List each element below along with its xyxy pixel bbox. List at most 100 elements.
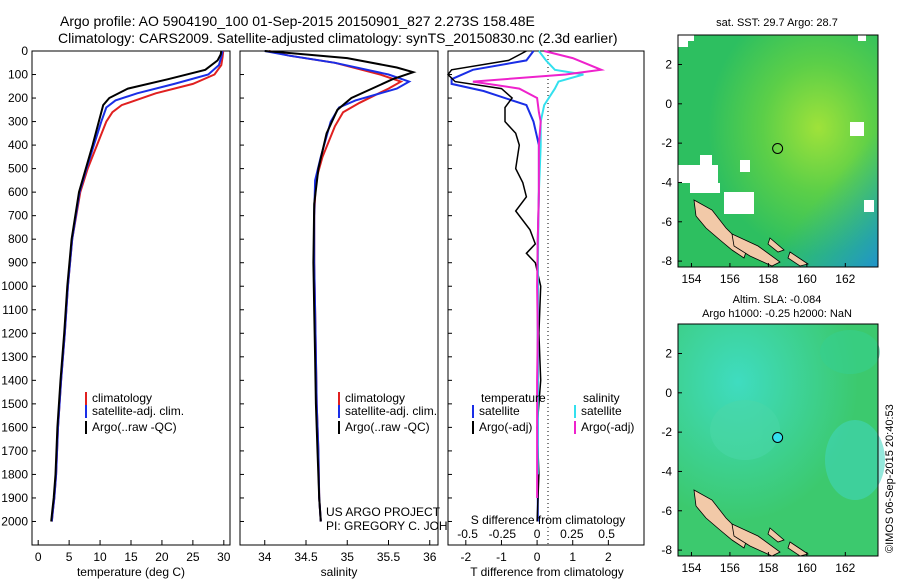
figure-title-line2: Climatology: CARS2009. Satellite-adjuste…: [58, 30, 618, 46]
map-x-tick-label: 158: [758, 561, 778, 575]
sst-cloud-gaps: [678, 35, 874, 214]
y-tick-label: 1400: [1, 373, 28, 387]
x-tick-label: -1: [496, 550, 507, 564]
sst-map-panel: sat. SST: 29.7 Argo: 28.7 154 156 158 160 16…: [661, 17, 879, 286]
difference-plot-frame: [447, 50, 645, 546]
x-tick-label: 1: [569, 550, 576, 564]
map-x-tick-label: 162: [835, 272, 855, 286]
map-y-tick-label: -2: [661, 425, 672, 439]
map-x-tick-label: 154: [681, 272, 701, 286]
map-y-tick-label: -2: [661, 136, 672, 150]
s-tick-label: -0.25: [489, 527, 517, 541]
s-tick-label: -0.5: [457, 527, 478, 541]
y-tick-label: 1200: [1, 326, 28, 340]
sst-land: [693, 199, 809, 267]
sla-map-subtitle: Argo h1000: -0.25 h2000: NaN: [702, 308, 852, 320]
legend-label-climatology: climatology: [92, 391, 152, 405]
map-y-tick-label: -4: [661, 175, 672, 189]
x-tick-label: 10: [93, 550, 107, 564]
x-tick-label: 2: [605, 550, 612, 564]
x-tick-label: -2: [460, 550, 471, 564]
legend-label-satellite: satellite-adj. clim.: [92, 404, 184, 418]
y-tick-label: 1100: [2, 303, 28, 317]
s-difference-label: S difference from climatology: [471, 513, 626, 527]
x-tick-label: 30: [217, 550, 231, 564]
legend-label-t-satellite: satellite: [479, 404, 520, 418]
x-tick-label: 35: [341, 550, 355, 564]
y-tick-label: 500: [8, 162, 28, 176]
sla-map-title: Altim. SLA: -0.084: [733, 294, 822, 306]
map-y-tick-label: -6: [661, 504, 672, 518]
y-tick-label: 200: [8, 91, 28, 105]
map-x-tick-label: 160: [797, 272, 817, 286]
y-tick-label: 1700: [1, 444, 28, 458]
s-tick-label: 0.25: [560, 527, 584, 541]
s-tick-label: 0.5: [598, 527, 615, 541]
series-line-argo-raw-qc-: [50, 50, 223, 522]
t-difference-label: T difference from climatology: [470, 565, 624, 579]
y-tick-label: 1500: [1, 397, 28, 411]
legend-heading-temperature: temperature: [481, 391, 546, 405]
legend-label-satellite: satellite-adj. clim.: [345, 404, 437, 418]
x-tick-label: 35.5: [377, 550, 401, 564]
map-x-tick-label: 162: [835, 561, 855, 575]
x-tick-label: 25: [186, 550, 200, 564]
map-x-tick-label: 156: [720, 272, 740, 286]
sla-map-panel: Altim. SLA: -0.084 Argo h1000: -0.25 h20…: [661, 294, 885, 575]
legend-label-argo: Argo(..raw -QC): [345, 420, 430, 434]
x-tick-label: 36: [423, 550, 437, 564]
sla-argo-marker: [772, 432, 784, 444]
series-line-temperature-argo-adj-: [447, 50, 542, 522]
project-annotation: US ARGO PROJECT: [326, 505, 441, 519]
salinity-plot-frame: [239, 50, 439, 546]
y-tick-label: 2000: [1, 514, 28, 528]
map-y-tick-label: -8: [661, 543, 672, 557]
map-y-tick-label: 0: [665, 97, 672, 111]
temperature-legend: climatology satellite-adj. clim. Argo(..…: [85, 391, 184, 434]
salinity-panel: 34 34.5 35 35.5 36 salinity climatology sate…: [239, 50, 482, 579]
x-tick-label: 20: [155, 550, 169, 564]
y-tick-label: 1800: [1, 467, 28, 481]
map-y-tick-label: -4: [661, 464, 672, 478]
map-y-tick-label: 2: [665, 346, 672, 360]
temperature-plot-frame: [31, 50, 231, 546]
pi-annotation: PI: GREGORY C. JOHNSON: [326, 519, 482, 533]
legend-label-s-satellite: satellite: [581, 404, 622, 418]
difference-panel: -2 -1 0 1 2 -0.5 -0.25 0 0.25 0.5 S difference fr…: [447, 50, 645, 579]
legend-label-argo: Argo(..raw -QC): [92, 420, 177, 434]
y-tick-label: 1300: [1, 350, 28, 364]
map-y-tick-label: 2: [665, 57, 672, 71]
s-tick-label: 0: [534, 527, 541, 541]
series-line-salinity-argo-adj-: [472, 50, 606, 498]
salinity-legend: climatology satellite-adj. clim. Argo(..…: [338, 391, 437, 434]
figure-title-line1: Argo profile: AO 5904190_100 01-Sep-2015…: [60, 13, 535, 29]
sst-argo-marker: [772, 143, 784, 155]
y-tick-label: 600: [8, 185, 28, 199]
x-tick-label: 15: [124, 550, 138, 564]
x-tick-label: 34.5: [294, 550, 318, 564]
temperature-axis-label: temperature (deg C): [77, 565, 185, 579]
y-tick-label: 1900: [1, 491, 28, 505]
imos-stamp: ©IMOS 06-Sep-2015 20:40:53: [884, 404, 896, 553]
y-tick-label: 1000: [1, 279, 28, 293]
legend-heading-salinity: salinity: [583, 391, 620, 405]
sst-map-shading: [678, 35, 878, 267]
y-tick-label: 0: [21, 44, 28, 58]
map-y-tick-label: 0: [665, 386, 672, 400]
y-tick-label: 400: [8, 138, 28, 152]
series-line-argo-raw-qc-: [264, 50, 417, 522]
legend-label-t-argo: Argo(-adj): [479, 420, 532, 434]
salinity-axis-label: salinity: [321, 565, 358, 579]
temperature-panel: 0 5 10 15 20 25 300100200300400500600700800900…: [1, 44, 231, 579]
y-tick-label: 900: [8, 256, 28, 270]
sla-map-frame: [677, 323, 879, 557]
x-tick-label: 0: [35, 550, 42, 564]
legend-label-s-argo: Argo(-adj): [581, 420, 634, 434]
x-tick-label: 34: [258, 550, 272, 564]
sst-map-title: sat. SST: 29.7 Argo: 28.7: [716, 17, 838, 29]
x-tick-label: 0: [534, 550, 541, 564]
legend-label-climatology: climatology: [345, 391, 405, 405]
map-x-tick-label: 160: [797, 561, 817, 575]
map-y-tick-label: -6: [661, 215, 672, 229]
